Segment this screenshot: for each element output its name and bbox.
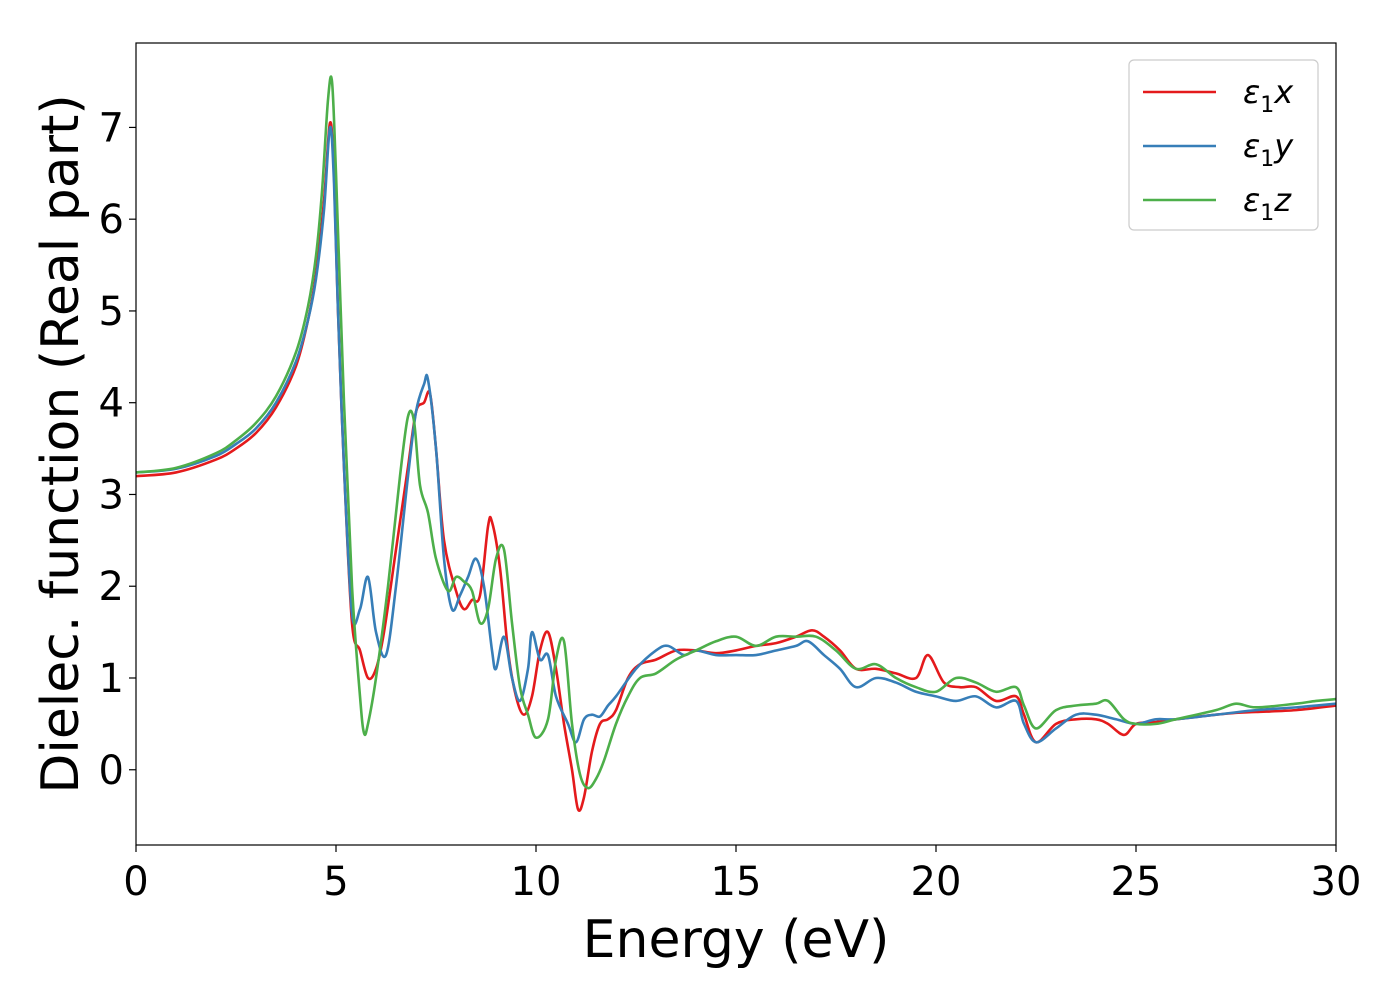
x-tick-label: 20 — [911, 859, 962, 905]
y-axis-label: Dielec. function (Real part) — [31, 94, 91, 793]
x-tick-label: 5 — [323, 859, 348, 905]
y-tick-label: 4 — [99, 381, 124, 427]
x-tick-label: 10 — [511, 859, 562, 905]
x-tick-label: 0 — [123, 859, 148, 905]
x-tick-label: 30 — [1311, 859, 1362, 905]
legend: ε1x ε1y ε1z — [1128, 59, 1319, 231]
series-group — [136, 75, 1336, 812]
legend-label-y: ε1y — [1243, 127, 1294, 172]
legend-box — [1128, 59, 1319, 231]
legend-label-x: ε1x — [1243, 73, 1294, 118]
x-tick-label: 25 — [1111, 859, 1162, 905]
x-axis-label: Energy (eV) — [583, 910, 890, 970]
y-tick-label: 0 — [99, 748, 124, 794]
y-tick-label: 7 — [99, 105, 124, 151]
y-tick-label: 5 — [99, 289, 124, 335]
y-tick-label: 2 — [99, 564, 124, 610]
y-axis-ticks: 0 1 2 3 4 5 6 7 — [99, 105, 136, 794]
x-axis-ticks: 0 5 10 15 20 25 30 — [123, 845, 1361, 905]
y-tick-label: 3 — [99, 472, 124, 518]
legend-label-z: ε1z — [1243, 181, 1292, 226]
x-tick-label: 15 — [711, 859, 762, 905]
y-tick-label: 6 — [99, 197, 124, 243]
series-line-z — [136, 75, 1336, 790]
y-tick-label: 1 — [99, 656, 124, 702]
